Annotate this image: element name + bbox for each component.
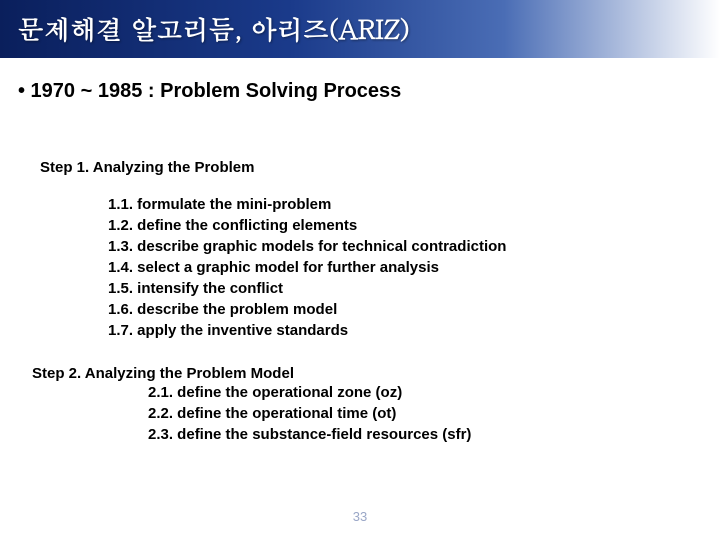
- step1-list: 1.1. formulate the mini-problem 1.2. def…: [0, 176, 720, 341]
- list-item: 1.4. select a graphic model for further …: [108, 257, 720, 278]
- page-number: 33: [0, 509, 720, 524]
- subtitle: • 1970 ~ 1985 : Problem Solving Process: [0, 58, 720, 103]
- list-item: 2.2. define the operational time (ot): [148, 403, 720, 424]
- title-bar: 문제해결 알고리듬, 아리즈(ARIZ): [0, 0, 720, 58]
- slide-title: 문제해결 알고리듬, 아리즈(ARIZ): [18, 11, 410, 47]
- list-item: 1.5. intensify the conflict: [108, 278, 720, 299]
- list-item: 1.3. describe graphic models for technic…: [108, 236, 720, 257]
- step2-heading: Step 2. Analyzing the Problem Model: [0, 341, 720, 382]
- list-item: 1.7. apply the inventive standards: [108, 320, 720, 341]
- list-item: 1.2. define the conflicting elements: [108, 215, 720, 236]
- list-item: 1.6. describe the problem model: [108, 299, 720, 320]
- list-item: 1.1. formulate the mini-problem: [108, 194, 720, 215]
- step1-heading: Step 1. Analyzing the Problem: [0, 103, 720, 176]
- list-item: 2.1. define the operational zone (oz): [148, 382, 720, 403]
- step2-list: 2.1. define the operational zone (oz) 2.…: [0, 382, 720, 445]
- list-item: 2.3. define the substance-field resource…: [148, 424, 720, 445]
